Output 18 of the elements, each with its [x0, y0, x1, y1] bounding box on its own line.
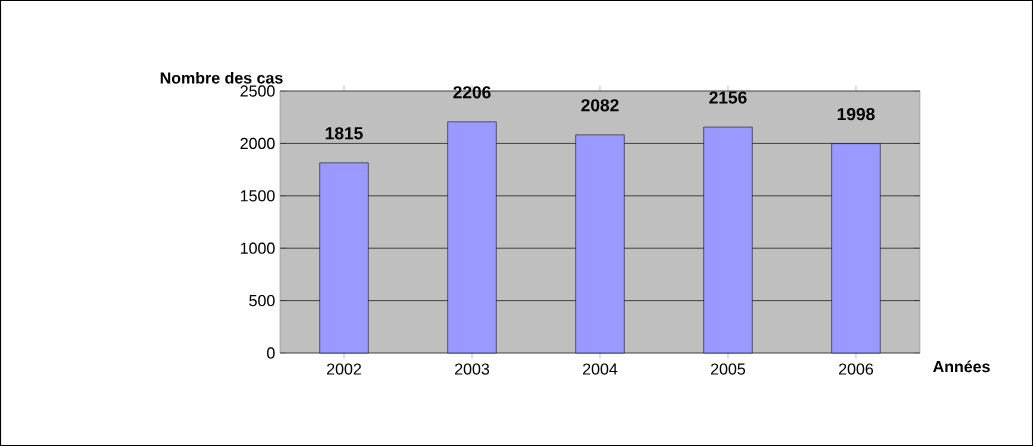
y-tick-label: 2500	[240, 85, 275, 97]
y-tick-label: 1000	[240, 242, 275, 254]
y-tick-label: 1500	[240, 190, 275, 202]
x-tick-label: 2003	[455, 363, 490, 375]
x-tick-label: 2004	[582, 363, 618, 375]
data-label: 1998	[837, 107, 875, 121]
y-tick-label: 500	[249, 294, 275, 307]
y-tick-label: 2000	[240, 137, 275, 150]
data-label: 2082	[581, 99, 619, 112]
y-tick-label: 0	[267, 347, 275, 359]
data-label: 2156	[709, 91, 747, 104]
x-tick-label: 2002	[327, 363, 361, 375]
x-axis-title: Années	[933, 360, 990, 373]
x-tick-label: 2006	[838, 363, 874, 375]
y-axis-title: Nombre des cas	[160, 71, 283, 84]
x-tick-label: 2005	[710, 363, 746, 375]
data-label: 2206	[453, 86, 491, 99]
data-label: 1815	[325, 127, 363, 140]
